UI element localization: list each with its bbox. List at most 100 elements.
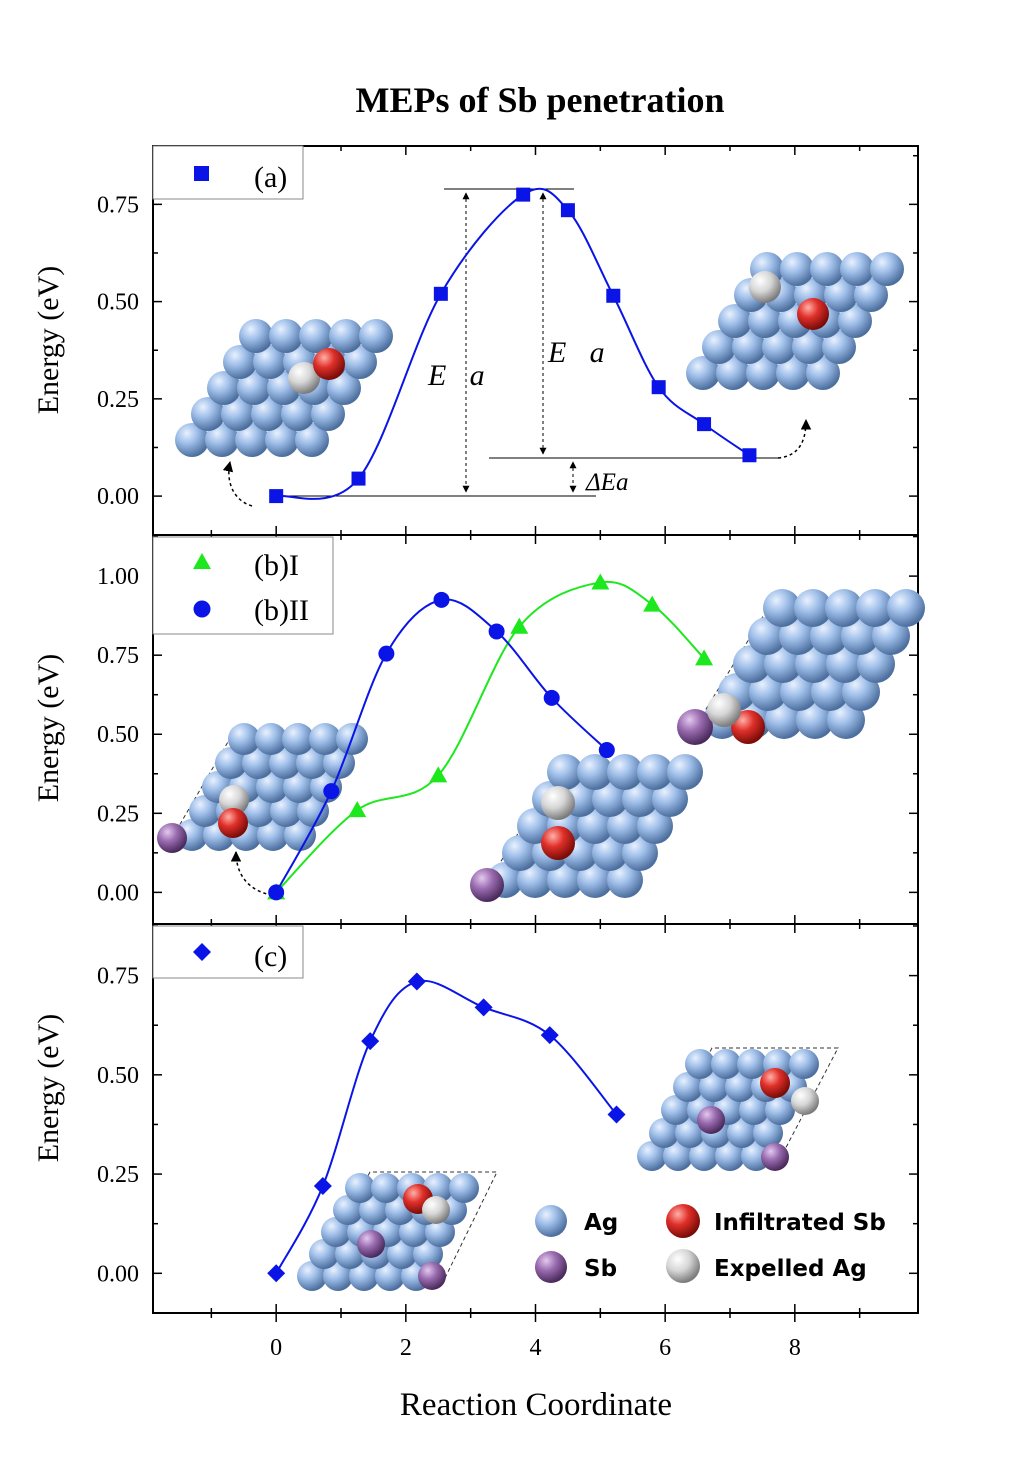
ag-atom: [810, 252, 844, 286]
x-tick-label: 4: [530, 1335, 542, 1361]
y-tick-label: 0.00: [97, 880, 139, 906]
x-tick-label: 8: [789, 1335, 801, 1361]
data-point: [543, 689, 560, 706]
ag-atom: [854, 278, 888, 312]
legend-a: (a): [152, 145, 304, 200]
y-tick-label: 0.00: [97, 1261, 139, 1287]
infiltrated-sb-atom: [760, 1068, 790, 1098]
panel-c-ylabel: Energy (eV): [32, 1014, 65, 1163]
ag-atom: [329, 319, 363, 353]
ag-atom: [686, 356, 720, 390]
infiltrated-sb-atom: [313, 348, 345, 380]
ag-atom: [387, 1239, 417, 1269]
ag-atom: [269, 747, 301, 779]
ag-atom: [345, 1173, 375, 1203]
y-tick-label: 0.50: [97, 722, 139, 748]
data-point: [742, 448, 757, 463]
ag-atom: [577, 754, 613, 790]
atom-legend-infiltrated-swatch: [666, 1204, 700, 1238]
ag-atom: [856, 589, 894, 627]
infiltrated-sb-atom: [731, 710, 765, 744]
ag-atom: [299, 319, 333, 353]
data-point: [269, 489, 284, 504]
ag-atom: [870, 252, 904, 286]
y-tick-label: 0.00: [97, 484, 139, 510]
x-axis-label: Reaction Coordinate: [400, 1387, 672, 1423]
y-tick-label: 0.75: [97, 643, 139, 669]
ag-atom: [857, 645, 895, 683]
data-point: [560, 203, 575, 218]
ag-atom: [223, 345, 257, 379]
sb-atom: [470, 868, 504, 902]
reverse-barrier-label: E⃖a: [547, 336, 605, 369]
ag-atom: [327, 371, 361, 405]
ag-atom: [413, 1239, 443, 1269]
ag-atom: [265, 423, 299, 457]
panel-a-axes: 0.00 0.25 0.50 0.75: [97, 146, 918, 535]
panel-a-ylabel: Energy (eV): [32, 266, 65, 415]
ag-atom: [748, 617, 786, 655]
ag-atom: [592, 781, 628, 817]
data-point: [429, 766, 448, 783]
ag-atom: [349, 1261, 379, 1291]
atomic-structure-illustrations: [157, 252, 925, 1291]
ag-atom: [269, 319, 303, 353]
data-point: [313, 1176, 332, 1195]
ag-atom: [637, 808, 673, 844]
y-tick-label: 0.25: [97, 801, 139, 827]
ag-atom: [699, 1072, 729, 1102]
ag-atom: [762, 330, 796, 364]
legend-c-marker: [193, 943, 211, 961]
reaction-energy-label: ΔEa: [585, 469, 628, 496]
ag-atom: [725, 1072, 755, 1102]
ag-atom: [840, 252, 874, 286]
ag-atom: [794, 589, 832, 627]
ag-atom: [189, 795, 221, 827]
data-point: [651, 380, 666, 395]
atom-legend-sb: Sb: [584, 1256, 617, 1282]
ag-atom: [371, 1173, 401, 1203]
ag-atom: [270, 795, 302, 827]
ag-atom: [663, 1141, 693, 1171]
ag-atom: [323, 1261, 353, 1291]
ag-atom: [502, 835, 538, 871]
ag-atom: [547, 754, 583, 790]
ag-atom: [311, 397, 345, 431]
data-point: [516, 187, 531, 202]
ag-atom: [228, 723, 260, 755]
atom-legend-expelled-ag: Expelled Ag: [714, 1256, 867, 1282]
ag-atom: [727, 1118, 757, 1148]
data-point: [697, 417, 712, 432]
sb-atom: [157, 823, 187, 853]
ag-atom: [716, 356, 750, 390]
ag-atom: [824, 278, 858, 312]
ag-atom: [375, 1261, 405, 1291]
ag-atom: [796, 701, 834, 739]
ag-atom: [253, 345, 287, 379]
ag-atom: [649, 1118, 679, 1148]
ag-atom: [235, 423, 269, 457]
ag-atom: [297, 795, 329, 827]
data-point: [607, 1105, 626, 1124]
ag-atom: [667, 754, 703, 790]
ag-atom: [822, 330, 856, 364]
ag-atom: [425, 1217, 455, 1247]
ag-atom: [251, 397, 285, 431]
ag-atom: [309, 1239, 339, 1269]
data-point: [488, 623, 505, 640]
ag-atom: [255, 723, 287, 755]
ag-atom: [780, 252, 814, 286]
y-tick-label: 0.50: [97, 1063, 139, 1089]
ag-atom: [733, 645, 771, 683]
ag-atom: [207, 371, 241, 405]
data-point: [598, 742, 615, 759]
ag-atom: [789, 1049, 819, 1079]
ag-atom: [607, 754, 643, 790]
ag-atom: [765, 1095, 795, 1125]
ag-atom: [810, 617, 848, 655]
ag-atom: [811, 673, 849, 711]
y-tick-label: 1.00: [97, 564, 139, 590]
ag-atom: [685, 1049, 715, 1079]
ag-atom: [622, 781, 658, 817]
